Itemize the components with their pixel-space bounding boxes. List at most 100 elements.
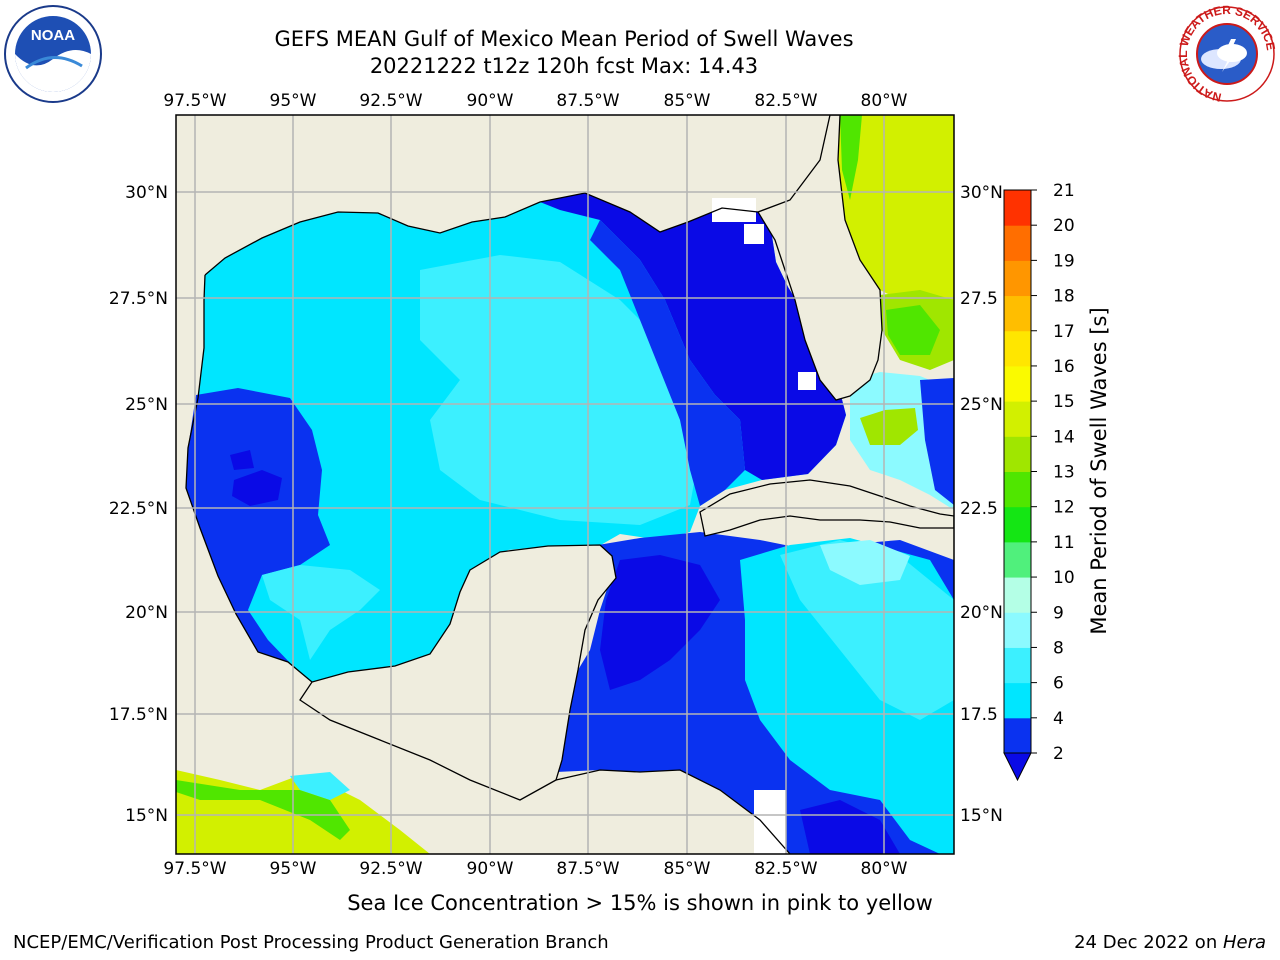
colorbar-segment	[1004, 330, 1031, 367]
lat-label: 25°N	[125, 395, 168, 415]
ice-caption-text: Sea Ice Concentration > 15% is shown in …	[347, 891, 933, 915]
colorbar-segment	[1004, 401, 1031, 437]
gulf-eastern-deep	[540, 193, 846, 480]
footer-date: 24 Dec 2022 on Hera	[1074, 932, 1266, 953]
ice-caption: Sea Ice Concentration > 15% is shown in …	[0, 891, 1280, 915]
colorbar-tick-label: 10	[1053, 568, 1075, 588]
lat-label: 20°N	[125, 603, 168, 623]
colorbar-tick-label: 21	[1053, 181, 1075, 201]
colorbar-tick-label: 14	[1053, 427, 1075, 447]
lon-label: 85°W	[664, 859, 711, 879]
gulf-western-band	[186, 388, 330, 682]
colorbar-segment	[1004, 541, 1031, 578]
colorbar-label: Mean Period of Swell Waves [s]	[1087, 307, 1111, 634]
lon-label: 85°W	[664, 91, 711, 111]
colorbar-tick-label: 12	[1053, 498, 1075, 518]
lat-label: 15°N	[125, 806, 168, 826]
map-area	[176, 115, 954, 854]
colorbar-segment	[1004, 577, 1031, 613]
lat-label: 27.5°N	[109, 289, 168, 309]
footer-date-text: 24 Dec 2022 on	[1074, 932, 1223, 953]
colorbar-tick-label: 20	[1053, 216, 1075, 236]
colorbar-segment	[1004, 436, 1031, 472]
colorbar-tick-label: 18	[1053, 287, 1075, 307]
colorbar-tick-label: 4	[1053, 709, 1064, 729]
lon-labels-bottom: 97.5°W 95°W 92.5°W 90°W 87.5°W 85°W 82.5…	[163, 859, 907, 879]
colorbar-segment	[1004, 506, 1031, 543]
nodata-patch	[744, 224, 764, 244]
colorbar-segment	[1004, 647, 1031, 684]
colorbar: 2 4 6 8 9 10 11 12 13 14 15 16 17 18 19 20 21	[1003, 181, 1075, 782]
colorbar-segment	[1004, 682, 1031, 719]
lon-label: 80°W	[861, 91, 908, 111]
lon-label: 90°W	[467, 91, 514, 111]
colorbar-segment	[1004, 260, 1031, 297]
coastline-florida	[757, 115, 883, 401]
nodata-patch	[712, 198, 756, 222]
gulf-dark-patch	[230, 450, 254, 470]
chart-title: GEFS MEAN Gulf of Mexico Mean Period of …	[274, 27, 854, 51]
lat-label: 17.5	[960, 705, 998, 725]
noaa-logo-text: NOAA	[31, 27, 75, 44]
caribbean-dark-patch	[600, 555, 720, 690]
caribbean-dark-patch	[800, 800, 900, 854]
lat-label: 20°N	[960, 603, 1003, 623]
lat-label: 30°N	[960, 183, 1003, 203]
lat-label: 22.5	[960, 499, 998, 519]
noaa-logo: NOAA	[2, 4, 104, 108]
lon-label: 92.5°W	[359, 91, 422, 111]
map-frame	[175, 114, 955, 855]
lon-label: 82.5°W	[754, 859, 817, 879]
lon-label: 90°W	[467, 859, 514, 879]
lat-labels-left: 30°N 27.5°N 25°N 22.5°N 20°N 17.5°N 15°N	[109, 183, 168, 826]
colorbar-segment	[1004, 295, 1031, 332]
nodata-patch	[798, 372, 816, 390]
lat-label: 17.5°N	[109, 705, 168, 725]
colorbar-tick-label: 8	[1053, 638, 1064, 658]
caribbean-pale	[820, 540, 910, 585]
footer-machine: Hera	[1222, 932, 1266, 953]
lat-label: 22.5°N	[109, 499, 168, 519]
lat-label: 27.5	[960, 289, 998, 309]
colorbar-tick-label: 6	[1053, 674, 1064, 694]
coastline-yucatan	[299, 544, 617, 801]
lon-label: 97.5°W	[163, 91, 226, 111]
colorbar-tick-label: 11	[1053, 533, 1075, 553]
lon-label: 95°W	[270, 91, 317, 111]
lon-label: 87.5°W	[556, 91, 619, 111]
colorbar-segment	[1004, 612, 1031, 648]
gulf-dark-patch	[232, 470, 282, 506]
lat-labels-right: 30°N 27.5 25°N 22.5 20°N 17.5 15°N	[960, 183, 1003, 826]
lon-labels-top: 97.5°W 95°W 92.5°W 90°W 87.5°W 85°W 82.5…	[163, 91, 907, 111]
pacific-cyan	[290, 772, 350, 800]
coastline-gulf	[204, 192, 759, 276]
lat-label: 15°N	[960, 806, 1003, 826]
atlantic-green-band	[840, 115, 862, 200]
pacific-green	[176, 780, 350, 840]
lat-label: 30°N	[125, 183, 168, 203]
lon-label: 82.5°W	[754, 91, 817, 111]
colorbar-extend-arrow	[1003, 752, 1032, 782]
gridlines	[176, 115, 954, 854]
colorbar-tick-label: 16	[1053, 357, 1075, 377]
colorbar-tick-label: 17	[1053, 322, 1075, 342]
footer-credit: NCEP/EMC/Verification Post Processing Pr…	[13, 932, 609, 953]
caribbean-light	[780, 540, 954, 720]
colorbar-tick-label: 9	[1053, 603, 1064, 623]
colorbar-segment	[1004, 717, 1031, 754]
colorbar-segment	[1004, 225, 1031, 261]
colorbar-segment	[1004, 190, 1031, 226]
colorbar-tick-label: 19	[1053, 251, 1075, 271]
atlantic-yellow	[838, 115, 954, 310]
lon-label: 95°W	[270, 859, 317, 879]
lon-label: 87.5°W	[556, 859, 619, 879]
colorbar-tick-label: 2	[1053, 744, 1064, 764]
lon-label: 97.5°W	[163, 859, 226, 879]
nws-logo: NATIONAL WEATHER SERVICE	[1176, 3, 1278, 108]
colorbar-segment	[1004, 365, 1031, 402]
gulf-eastern-band	[590, 220, 745, 506]
atlantic-bahamas-green	[860, 408, 918, 445]
colorbar-segment	[1004, 471, 1031, 508]
lat-label: 25°N	[960, 395, 1003, 415]
